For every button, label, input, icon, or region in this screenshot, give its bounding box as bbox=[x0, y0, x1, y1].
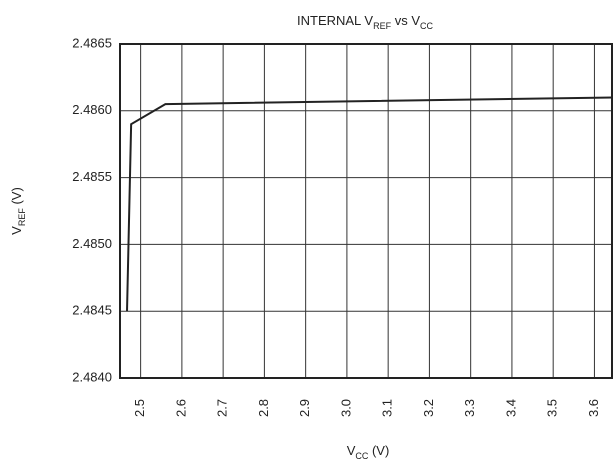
x-axis-label: VCC (V) bbox=[347, 443, 390, 461]
label-part: V bbox=[9, 226, 24, 235]
data-line bbox=[126, 96, 613, 312]
y-tick-label: 2.4865 bbox=[72, 35, 112, 50]
y-tick-label: 2.4845 bbox=[72, 303, 112, 318]
y-tick-label: 2.4840 bbox=[72, 369, 112, 384]
y-tick-label: 2.4850 bbox=[72, 236, 112, 251]
label-part: REF bbox=[373, 21, 392, 31]
x-tick-label: 2.8 bbox=[256, 399, 271, 417]
x-tick-label: 3.1 bbox=[380, 399, 395, 417]
x-tick-label: 3.0 bbox=[338, 399, 353, 417]
x-tick-label: 2.7 bbox=[215, 399, 230, 417]
label-part: (V) bbox=[9, 187, 24, 208]
y-tick-label: 2.4860 bbox=[72, 102, 112, 117]
x-tick-label: 3.6 bbox=[586, 399, 601, 417]
label-part: CC bbox=[355, 451, 368, 461]
x-tick-label: 3.5 bbox=[545, 399, 560, 417]
x-tick-label: 3.2 bbox=[421, 399, 436, 417]
chart-title: INTERNAL VREF vs VCC bbox=[297, 13, 433, 31]
label-part: REF bbox=[17, 208, 27, 227]
label-part: vs V bbox=[391, 13, 420, 28]
label-part: V bbox=[347, 443, 356, 458]
x-tick-label: 2.6 bbox=[173, 399, 188, 417]
x-tick-label: 3.4 bbox=[503, 399, 518, 417]
label-part: INTERNAL V bbox=[297, 13, 373, 28]
x-tick-label: 3.3 bbox=[462, 399, 477, 417]
plot-frame bbox=[119, 43, 613, 379]
x-tick-label: 2.9 bbox=[297, 399, 312, 417]
y-axis-label: VREF (V) bbox=[9, 187, 27, 235]
y-tick-label: 2.4855 bbox=[72, 169, 112, 184]
x-tick-label: 2.5 bbox=[132, 399, 147, 417]
label-part: CC bbox=[420, 21, 433, 31]
label-part: (V) bbox=[368, 443, 389, 458]
